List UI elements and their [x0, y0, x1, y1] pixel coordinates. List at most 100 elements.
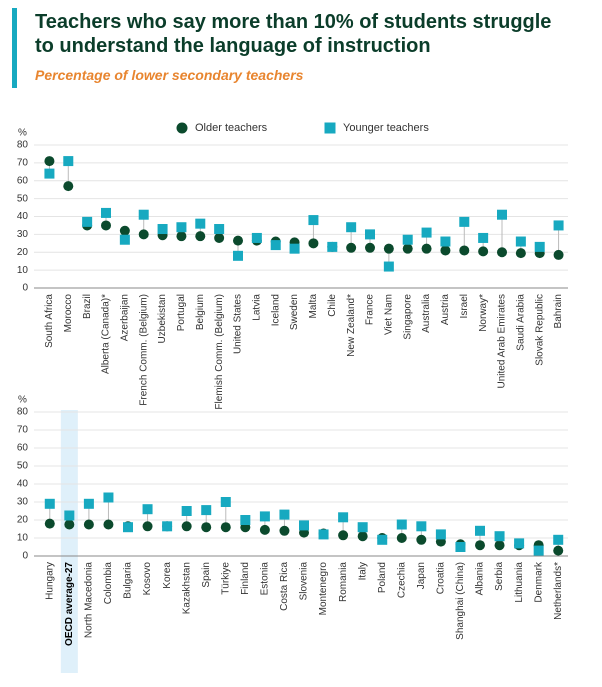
younger-square — [377, 534, 388, 545]
title: Teachers who say more than 10% of studen… — [35, 11, 552, 57]
x-tick-label: Lithuania — [514, 562, 525, 603]
younger-square — [365, 229, 375, 240]
y-axis-label: % — [18, 128, 27, 139]
older-dot — [494, 540, 505, 551]
x-tick-label: Azerbaijan — [119, 294, 130, 341]
x-tick-label: Italy — [357, 562, 368, 580]
younger-square — [289, 243, 300, 254]
younger-square — [553, 534, 564, 545]
younger-square — [534, 241, 545, 252]
y-tick-label: 70 — [17, 158, 29, 169]
younger-square — [240, 515, 251, 525]
older-dot — [279, 525, 290, 536]
older-dot — [181, 521, 192, 532]
older-dot — [201, 522, 212, 533]
younger-square — [421, 227, 432, 238]
x-tick-label: Flemish Comm. (Belgium) — [214, 294, 225, 410]
y-tick-label: 30 — [17, 229, 29, 240]
x-tick-label: Saudi Arabia — [515, 294, 526, 351]
x-tick-label: Montenegro — [318, 562, 329, 616]
x-tick-label: New Zealand* — [346, 294, 357, 357]
x-tick-label: Slovenia — [299, 562, 310, 601]
older-dot — [365, 242, 375, 253]
younger-square — [181, 506, 192, 516]
older-dot — [459, 245, 470, 256]
y-tick-label: 10 — [17, 265, 29, 276]
y-tick-label: 80 — [17, 407, 29, 418]
y-tick-label: 80 — [17, 140, 29, 151]
older-dot — [233, 235, 243, 246]
younger-square — [82, 216, 93, 227]
x-tick-label: Slovak Republic — [534, 294, 545, 366]
younger-square — [138, 209, 149, 220]
x-tick-label: Croatia — [436, 562, 447, 595]
younger-square — [279, 509, 290, 520]
x-tick-label: Costa Rica — [279, 562, 290, 611]
younger-square — [494, 531, 505, 542]
x-tick-label: France — [365, 294, 376, 326]
x-tick-label: Austria — [440, 294, 451, 326]
x-tick-label: South Africa — [44, 294, 55, 348]
younger-square — [338, 512, 349, 523]
y-tick-label: 60 — [17, 175, 29, 186]
x-tick-label: Viet Nam — [383, 294, 394, 335]
x-tick-label: Serbia — [494, 562, 505, 591]
younger-square — [497, 209, 507, 220]
younger-square — [515, 236, 526, 247]
younger-square — [233, 250, 243, 261]
older-dot — [214, 232, 225, 243]
x-tick-label: Portugal — [176, 294, 187, 331]
younger-square — [214, 224, 225, 235]
younger-square — [123, 522, 133, 533]
older-dot — [515, 248, 526, 259]
older-dot — [553, 545, 564, 556]
younger-square — [346, 222, 357, 233]
older-dot — [478, 246, 489, 257]
x-tick-label: Alberta (Canada)* — [101, 294, 112, 374]
older-dot — [220, 522, 231, 533]
younger-square — [478, 232, 489, 243]
x-tick-label: Korea — [162, 562, 173, 589]
legend-label: Older teachers — [195, 122, 268, 134]
x-tick-label: Norway* — [478, 294, 489, 332]
older-dot — [475, 540, 485, 551]
subtitle: Percentage of lower secondary teachers — [35, 67, 304, 83]
y-tick-label: 40 — [17, 479, 29, 490]
x-tick-label: Israel — [459, 294, 470, 318]
younger-square — [195, 218, 206, 229]
y-tick-label: 0 — [22, 551, 28, 562]
y-tick-label: 70 — [17, 425, 29, 436]
older-dot — [138, 229, 149, 240]
older-dot — [421, 243, 432, 254]
younger-square — [101, 207, 111, 218]
younger-square — [64, 510, 75, 521]
x-tick-label: Malta — [308, 294, 319, 319]
y-tick-label: 20 — [17, 247, 29, 258]
younger-square — [402, 234, 413, 245]
younger-square — [119, 234, 130, 245]
x-tick-label: Czechia — [396, 562, 407, 599]
x-tick-label: North Macedonia — [84, 562, 95, 639]
x-tick-label: Colombia — [103, 562, 114, 605]
younger-square — [383, 261, 394, 272]
older-dot — [195, 231, 206, 242]
legend-marker — [176, 122, 188, 134]
x-tick-label: United Arab Emirates — [497, 294, 508, 389]
younger-square — [157, 224, 168, 235]
younger-square — [259, 511, 270, 522]
y-tick-label: 40 — [17, 211, 29, 222]
x-tick-label: Bahrain — [553, 294, 564, 328]
younger-square — [44, 168, 55, 179]
older-dot — [119, 225, 130, 236]
x-tick-label: Belgium — [195, 294, 206, 330]
younger-square — [142, 504, 153, 515]
x-tick-label: Türkiye — [220, 562, 231, 595]
younger-square — [251, 232, 262, 243]
younger-square — [459, 216, 470, 227]
legend-marker — [324, 122, 336, 134]
y-tick-label: 0 — [22, 283, 28, 294]
y-axis-label: % — [18, 395, 27, 406]
older-dot — [383, 243, 394, 254]
younger-square — [44, 498, 55, 509]
younger-square — [533, 545, 544, 556]
